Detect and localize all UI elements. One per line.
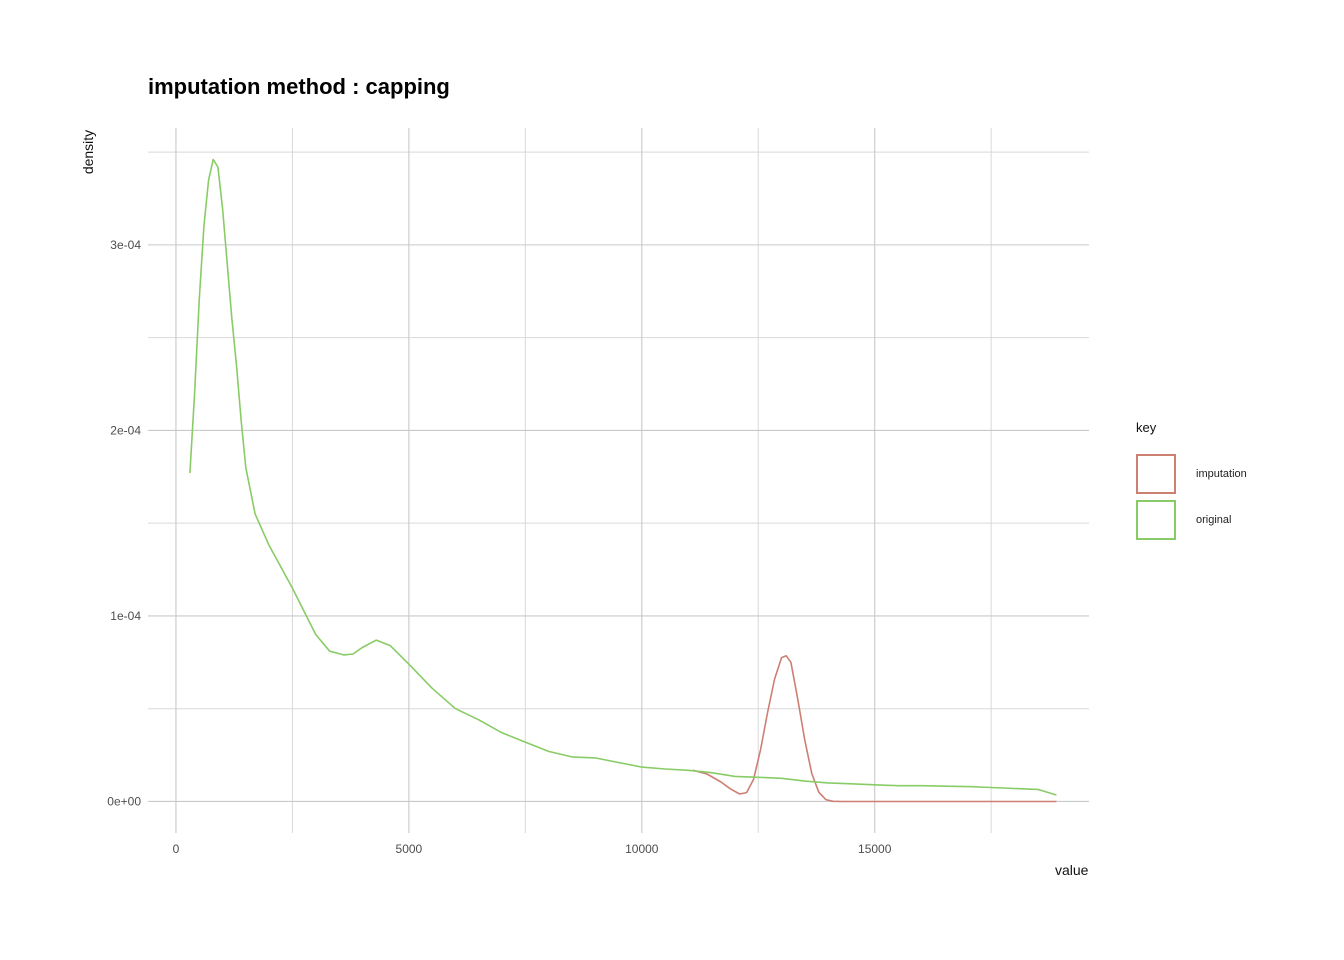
y-tick-label: 3e-04 xyxy=(110,238,141,252)
legend-key-imputation xyxy=(1136,454,1176,494)
legend-key-original xyxy=(1136,500,1176,540)
y-axis-ticks: 0e+00 1e-04 2e-04 3e-04 xyxy=(107,238,141,809)
x-axis-ticks: 0 5000 10000 15000 xyxy=(173,842,892,856)
series-group xyxy=(189,158,1057,803)
x-tick-label: 15000 xyxy=(858,842,892,856)
chart-title: imputation method : capping xyxy=(148,74,450,99)
legend: key imputation original xyxy=(1136,420,1247,543)
legend-title: key xyxy=(1136,420,1157,435)
y-tick-label: 1e-04 xyxy=(110,609,141,623)
x-tick-label: 5000 xyxy=(396,842,423,856)
x-tick-label: 0 xyxy=(173,842,180,856)
x-axis-label: value xyxy=(1055,862,1089,878)
y-tick-label: 2e-04 xyxy=(110,423,141,437)
x-tick-label: 10000 xyxy=(625,842,659,856)
legend-item-original: original xyxy=(1136,497,1247,543)
grid xyxy=(148,128,1089,833)
series-line-imputation xyxy=(692,655,1057,803)
legend-item-imputation: imputation xyxy=(1136,451,1247,497)
series-line-original xyxy=(189,158,1057,796)
legend-label-imputation: imputation xyxy=(1196,468,1247,480)
legend-label-original: original xyxy=(1196,514,1232,526)
y-tick-label: 0e+00 xyxy=(107,794,141,808)
